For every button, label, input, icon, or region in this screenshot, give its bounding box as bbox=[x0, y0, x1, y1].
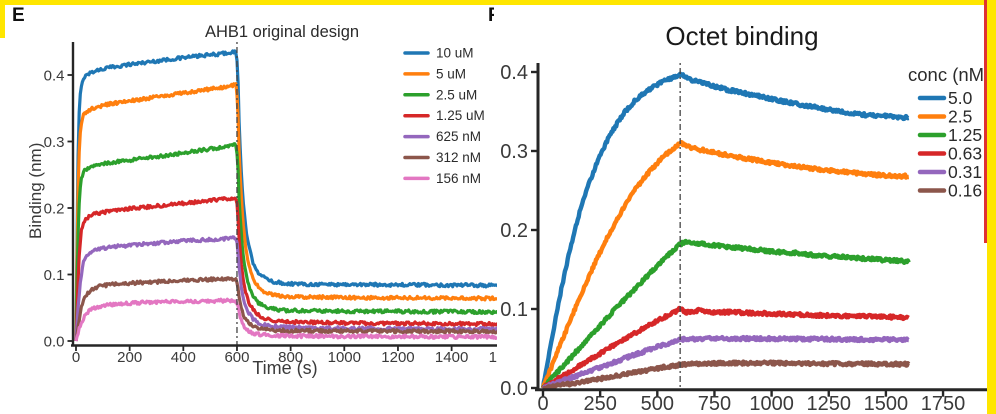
y-tick-label: 0.4 bbox=[44, 67, 65, 84]
series-2.5 bbox=[540, 140, 910, 389]
legend-label: 5.0 bbox=[948, 88, 973, 108]
legend-label: 1.25 bbox=[948, 125, 982, 145]
highlight-border-right bbox=[987, 0, 996, 414]
highlight-border-top bbox=[0, 0, 996, 5]
x-tick-label: 1750 bbox=[921, 393, 966, 414]
x-tick-label: 0 bbox=[537, 393, 548, 414]
legend-label: 0.63 bbox=[948, 144, 982, 164]
x-tick-label: 800 bbox=[278, 349, 303, 366]
x-tick-label: 1600 bbox=[489, 349, 497, 366]
legend-label: 1.25 uM bbox=[436, 108, 485, 123]
x-tick-label: 750 bbox=[698, 393, 731, 414]
series-10-uM bbox=[74, 49, 497, 342]
y-tick-label: 0.0 bbox=[44, 333, 65, 350]
series-1.25 bbox=[541, 238, 911, 390]
legend-label: 312 nM bbox=[436, 150, 481, 165]
y-tick-label: 0.0 bbox=[500, 378, 528, 400]
red-marker-line bbox=[984, 0, 987, 243]
y-tick-label: 0.2 bbox=[44, 200, 65, 217]
x-tick-label: 500 bbox=[641, 393, 674, 414]
x-tick-label: 400 bbox=[171, 349, 196, 366]
x-tick-label: 1250 bbox=[807, 393, 852, 414]
y-tick-label: 0.2 bbox=[500, 220, 528, 242]
y-tick-label: 0.3 bbox=[500, 141, 528, 163]
legend-label: 10 uM bbox=[436, 46, 474, 61]
legend-label: 0.31 bbox=[948, 162, 982, 182]
y-tick-label: 0.4 bbox=[500, 62, 528, 84]
y-tick-label: 0.3 bbox=[44, 134, 65, 151]
y-tick-label: 0.1 bbox=[500, 299, 528, 321]
series-156-nM bbox=[74, 297, 497, 342]
right-legend-title: conc (nM bbox=[908, 64, 985, 85]
left-y-axis-label: Binding (nm) bbox=[26, 142, 45, 240]
x-tick-label: 0 bbox=[72, 349, 80, 366]
series-2.5-uM bbox=[74, 142, 497, 342]
left-x-axis-label: Time (s) bbox=[252, 358, 318, 378]
series-5-uM bbox=[74, 82, 497, 342]
x-tick-label: 1000 bbox=[328, 349, 361, 366]
legend-label: 2.5 bbox=[948, 107, 972, 127]
series-5.0 bbox=[540, 71, 910, 389]
x-tick-label: 600 bbox=[224, 349, 249, 366]
x-tick-label: 200 bbox=[117, 349, 142, 366]
highlight-border-left bbox=[0, 0, 5, 38]
x-tick-label: 1400 bbox=[435, 349, 468, 366]
x-tick-label: 1200 bbox=[381, 349, 414, 366]
left-binding-chart: 0 200 400 600 800 1000 1200 1400 1600 0.0 0.1 0.2 0.… bbox=[44, 42, 497, 366]
y-tick-label: 0.1 bbox=[44, 267, 65, 284]
panel-label-f-clipped: F bbox=[488, 5, 494, 29]
right-octet-binding-chart: 0 250 500 750 1000 1250 1500 1750 0.0 0.1 0.2 0.3 0.… bbox=[500, 62, 988, 414]
series-0.63 bbox=[541, 305, 910, 390]
legend-label: 0.16 bbox=[948, 181, 982, 201]
series-312-nM bbox=[74, 276, 497, 342]
legend-label: 156 nM bbox=[436, 171, 481, 186]
panel-label-e: E bbox=[12, 5, 25, 26]
x-tick-label: 250 bbox=[583, 393, 616, 414]
right-chart-title: Octet binding bbox=[665, 21, 819, 51]
legend-label: 2.5 uM bbox=[436, 87, 477, 102]
legend-label: 625 nM bbox=[436, 129, 481, 144]
x-tick-label: 1000 bbox=[749, 393, 794, 414]
series-0.16 bbox=[541, 359, 911, 392]
left-chart-title: AHB1 original design bbox=[204, 23, 360, 41]
legend-label: 5 uM bbox=[436, 66, 466, 81]
x-tick-label: 1500 bbox=[864, 393, 909, 414]
panel-label-f-text: F bbox=[488, 5, 494, 26]
series-0.31 bbox=[541, 334, 910, 391]
series-1.25-uM bbox=[74, 196, 497, 342]
